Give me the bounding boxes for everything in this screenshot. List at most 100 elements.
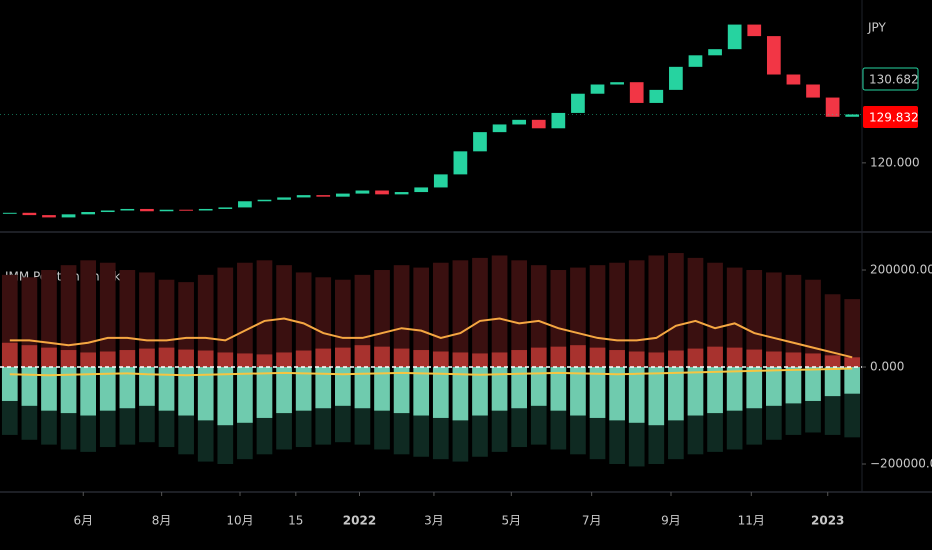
position-bar xyxy=(335,347,351,368)
position-bar xyxy=(511,367,527,409)
candle xyxy=(335,193,350,197)
candle xyxy=(708,49,722,56)
x-tick-label: 8月 xyxy=(152,514,172,528)
position-bar xyxy=(472,353,488,368)
position-bar xyxy=(354,345,371,368)
candle xyxy=(120,208,135,211)
position-bar xyxy=(472,367,488,416)
candle xyxy=(257,199,272,202)
position-bar xyxy=(99,262,116,368)
position-bar xyxy=(589,265,606,368)
x-tick-label: 7月 xyxy=(582,514,602,528)
position-bar xyxy=(530,367,547,406)
position-bar xyxy=(374,346,390,368)
candle xyxy=(649,89,664,103)
position-bar xyxy=(530,347,547,368)
position-bar xyxy=(785,367,802,404)
x-tick-label: 6月 xyxy=(73,514,93,528)
candle xyxy=(453,151,468,175)
candle xyxy=(140,208,154,212)
candle xyxy=(688,55,703,67)
position-bar xyxy=(413,350,430,368)
position-bar xyxy=(315,277,332,368)
candle xyxy=(492,124,507,133)
position-bar xyxy=(217,267,234,368)
position-bar xyxy=(726,347,743,368)
position-bar xyxy=(237,353,253,368)
candle xyxy=(238,201,252,208)
candle xyxy=(179,209,193,211)
position-bar xyxy=(80,260,96,368)
position-bar xyxy=(668,253,684,368)
y-tick-label: 120.000 xyxy=(870,155,920,169)
position-bar xyxy=(844,299,861,368)
position-bar xyxy=(80,352,96,368)
position-bar xyxy=(256,260,273,368)
position-bar xyxy=(393,367,410,414)
x-tick-label: 3月 xyxy=(424,514,444,528)
position-bar xyxy=(628,367,645,423)
position-bar xyxy=(393,348,410,368)
candle xyxy=(669,66,683,90)
candle xyxy=(296,195,311,198)
position-bar xyxy=(452,260,469,368)
x-tick-label: 2022 xyxy=(343,514,376,528)
position-bar xyxy=(452,367,469,421)
position-bar xyxy=(60,367,77,414)
position-bar xyxy=(766,272,782,368)
position-bar xyxy=(491,367,508,411)
position-bar xyxy=(237,262,253,368)
position-bar xyxy=(119,270,136,368)
position-bar xyxy=(785,352,802,368)
position-bar xyxy=(511,260,527,368)
position-bar xyxy=(550,270,567,368)
position-bar xyxy=(413,367,430,416)
position-bar xyxy=(530,265,547,368)
position-bar xyxy=(197,367,214,421)
position-bar xyxy=(726,367,743,411)
candle xyxy=(825,97,840,117)
position-bar xyxy=(805,279,821,368)
candle xyxy=(531,119,546,129)
x-tick-label: 5月 xyxy=(502,514,522,528)
position-bar xyxy=(511,350,527,368)
position-bar xyxy=(687,257,704,368)
currency-label: JPY xyxy=(867,21,887,35)
position-bar xyxy=(217,352,234,368)
position-bar xyxy=(197,350,214,368)
candle xyxy=(42,215,56,218)
last-price-box xyxy=(862,67,919,91)
position-bar xyxy=(158,367,175,411)
position-bar xyxy=(119,367,136,409)
y-tick-label: 200000.000 xyxy=(870,263,932,277)
position-bar xyxy=(589,367,606,418)
candle xyxy=(159,209,174,212)
candle xyxy=(394,192,409,195)
position-bar xyxy=(570,345,586,368)
position-bar xyxy=(374,367,390,411)
position-bar xyxy=(824,294,841,368)
position-bar xyxy=(570,367,586,416)
candle xyxy=(198,208,213,211)
position-bar xyxy=(335,279,351,368)
indicator-line xyxy=(9,367,853,377)
x-tick-label: 10月 xyxy=(226,514,253,528)
position-bar xyxy=(648,352,665,368)
prev-close-label: 129.832 xyxy=(869,111,919,125)
position-bar xyxy=(158,347,175,368)
position-bar xyxy=(139,272,155,368)
position-bar xyxy=(41,347,57,368)
position-bar xyxy=(158,279,175,368)
position-bar xyxy=(570,267,586,368)
position-bar xyxy=(687,348,704,368)
position-bar xyxy=(60,265,77,368)
position-bar xyxy=(746,349,763,368)
position-bar xyxy=(197,274,214,368)
x-tick-label: 15 xyxy=(288,514,303,528)
position-bar xyxy=(315,367,332,409)
candle xyxy=(747,24,762,37)
candle xyxy=(512,119,527,125)
candle xyxy=(81,212,96,215)
position-bar xyxy=(491,255,508,368)
position-bar xyxy=(276,367,292,414)
